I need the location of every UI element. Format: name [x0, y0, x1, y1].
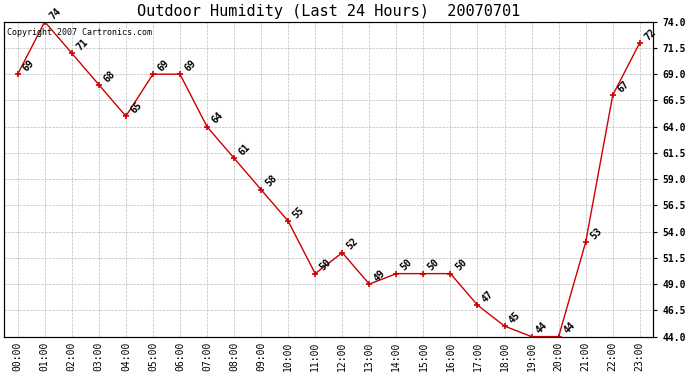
Text: 64: 64	[210, 111, 225, 126]
Text: 53: 53	[589, 226, 604, 242]
Text: 50: 50	[318, 258, 333, 273]
Text: 68: 68	[101, 69, 117, 84]
Text: 55: 55	[291, 205, 306, 220]
Text: 65: 65	[128, 100, 144, 116]
Text: 72: 72	[642, 27, 658, 42]
Text: 50: 50	[426, 258, 442, 273]
Text: 44: 44	[534, 321, 550, 336]
Text: 61: 61	[237, 142, 253, 158]
Text: 49: 49	[372, 268, 388, 284]
Text: 52: 52	[345, 237, 360, 252]
Text: 74: 74	[48, 6, 63, 21]
Text: 69: 69	[21, 58, 36, 74]
Text: 50: 50	[453, 258, 469, 273]
Text: Copyright 2007 Cartronics.com: Copyright 2007 Cartronics.com	[8, 28, 152, 37]
Text: 69: 69	[183, 58, 198, 74]
Text: 45: 45	[507, 310, 523, 326]
Title: Outdoor Humidity (Last 24 Hours)  20070701: Outdoor Humidity (Last 24 Hours) 2007070…	[137, 4, 520, 19]
Text: 71: 71	[75, 37, 90, 52]
Text: 44: 44	[562, 321, 577, 336]
Text: 47: 47	[480, 289, 495, 304]
Text: 67: 67	[615, 79, 631, 94]
Text: 50: 50	[399, 258, 415, 273]
Text: 69: 69	[156, 58, 171, 74]
Text: 58: 58	[264, 174, 279, 189]
